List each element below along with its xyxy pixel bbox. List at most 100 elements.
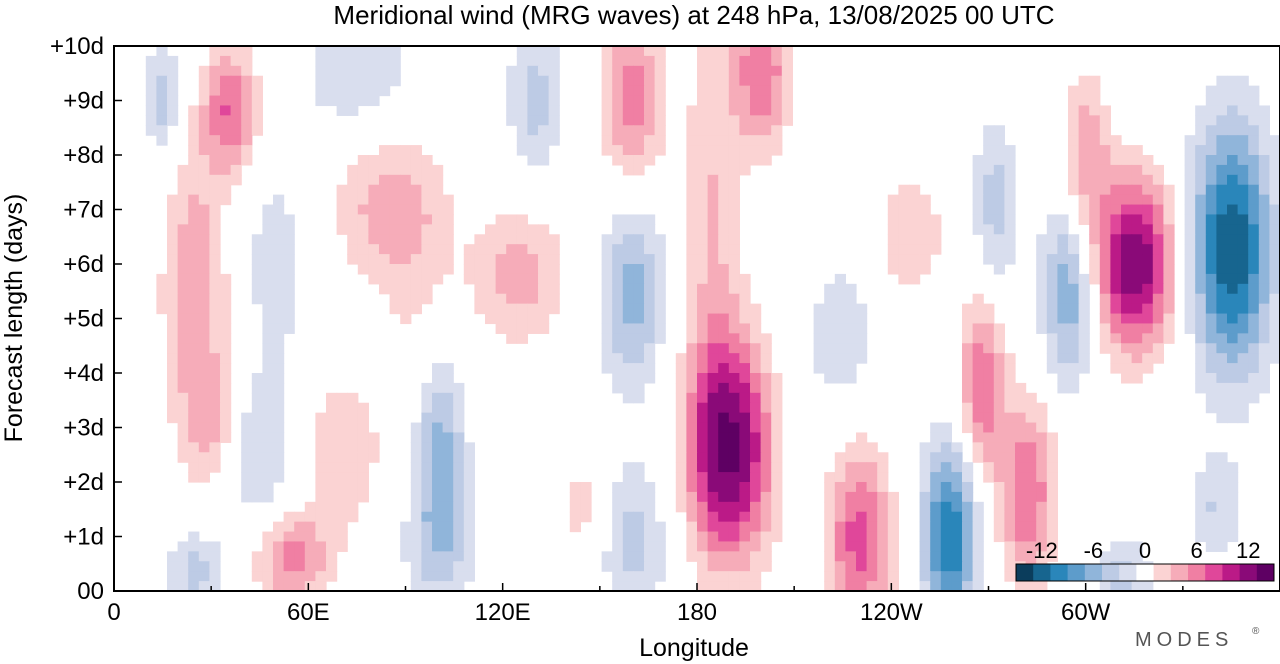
heatmap-cell [1121, 541, 1133, 552]
heatmap-cell [728, 363, 740, 374]
heatmap-cell [516, 65, 528, 77]
heatmap-cell [198, 462, 210, 473]
heatmap-cell [622, 155, 634, 166]
heatmap-cell [612, 343, 624, 354]
heatmap-cell [1227, 174, 1239, 186]
heatmap-cell [750, 105, 762, 116]
heatmap-cell [697, 561, 709, 572]
heatmap-cell [1099, 125, 1111, 136]
heatmap-cell [866, 581, 878, 591]
heatmap-cell [410, 511, 422, 523]
heatmap-cell [1036, 432, 1048, 443]
heatmap-cell [824, 571, 836, 582]
heatmap-cell [824, 353, 836, 364]
heatmap-cell [273, 264, 285, 275]
heatmap-cell [379, 194, 391, 206]
heatmap-cell [198, 65, 210, 77]
heatmap-cell [453, 382, 465, 394]
heatmap-cell [167, 353, 179, 364]
heatmap-cell [1205, 155, 1217, 166]
heatmap-cell [1195, 303, 1207, 315]
heatmap-cell [273, 412, 285, 424]
heatmap-cell [1068, 164, 1080, 176]
heatmap-cell [1269, 164, 1280, 176]
heatmap-cell [644, 254, 656, 265]
heatmap-cell [718, 472, 730, 483]
colorbar-label: 6 [1190, 538, 1202, 563]
heatmap-cell [1227, 491, 1239, 503]
heatmap-cell [326, 551, 338, 562]
heatmap-cell [527, 254, 539, 265]
heatmap-cell [209, 571, 221, 582]
heatmap-cell [442, 254, 454, 265]
heatmap-cell [1184, 204, 1196, 216]
heatmap-cell [485, 273, 497, 285]
heatmap-cell [728, 55, 740, 67]
heatmap-cell [209, 561, 221, 572]
heatmap-cell [336, 65, 348, 77]
heatmap-cell [1216, 293, 1228, 305]
heatmap-cell [1227, 472, 1239, 483]
heatmap-cell [1195, 214, 1207, 225]
heatmap-cell [697, 313, 709, 325]
heatmap-cell [707, 551, 719, 562]
heatmap-cell [909, 214, 921, 225]
heatmap-cell [1004, 254, 1016, 265]
heatmap-cell [1099, 283, 1111, 295]
heatmap-cell [1205, 214, 1217, 225]
heatmap-cell [220, 135, 232, 146]
heatmap-cell [1152, 164, 1164, 176]
heatmap-cell [612, 65, 624, 77]
heatmap-cell [1269, 244, 1280, 255]
heatmap-cell [1078, 353, 1090, 364]
heatmap-cell [442, 194, 454, 206]
heatmap-cell [1205, 85, 1217, 97]
heatmap-cell [739, 442, 751, 453]
heatmap-cell [1163, 244, 1175, 255]
heatmap-cell [1237, 412, 1249, 424]
heatmap-cell [1163, 214, 1175, 225]
heatmap-cell [167, 194, 179, 206]
heatmap-cell [612, 244, 624, 255]
heatmap-cell [432, 264, 444, 275]
heatmap-cell [930, 521, 942, 533]
heatmap-cell [188, 313, 200, 325]
heatmap-cell [145, 95, 157, 107]
heatmap-cell [633, 541, 645, 552]
heatmap-cell [877, 462, 889, 473]
heatmap-cell [315, 95, 327, 107]
heatmap-cell [813, 353, 825, 364]
heatmap-cell [1046, 511, 1058, 523]
heatmap-cell [1258, 214, 1270, 225]
heatmap-cell [294, 531, 306, 543]
heatmap-cell [357, 482, 369, 493]
heatmap-cell [230, 145, 242, 156]
heatmap-cell [389, 155, 401, 166]
heatmap-cell [718, 115, 730, 126]
heatmap-cell [983, 422, 995, 434]
heatmap-cell [898, 204, 910, 216]
heatmap-cell [262, 353, 274, 364]
heatmap-cell [644, 303, 656, 315]
heatmap-cell [336, 442, 348, 453]
heatmap-cell [686, 323, 698, 334]
heatmap-cell [1227, 462, 1239, 473]
heatmap-cell [718, 303, 730, 315]
heatmap-cell [1216, 105, 1228, 116]
heatmap-cell [940, 551, 952, 562]
heatmap-cell [601, 323, 613, 334]
heatmap-cell [485, 234, 497, 245]
heatmap-cell [421, 491, 433, 503]
heatmap-cell [612, 254, 624, 265]
heatmap-cell [1195, 125, 1207, 136]
heatmap-cell [824, 313, 836, 325]
heatmap-cell [728, 254, 740, 265]
heatmap-cell [877, 452, 889, 463]
heatmap-cell [1131, 244, 1143, 255]
heatmap-cell [1237, 363, 1249, 374]
heatmap-cell [1227, 482, 1239, 493]
heatmap-cell [739, 551, 751, 562]
heatmap-cell [739, 85, 751, 97]
heatmap-cell [707, 214, 719, 225]
heatmap-cell [167, 204, 179, 216]
